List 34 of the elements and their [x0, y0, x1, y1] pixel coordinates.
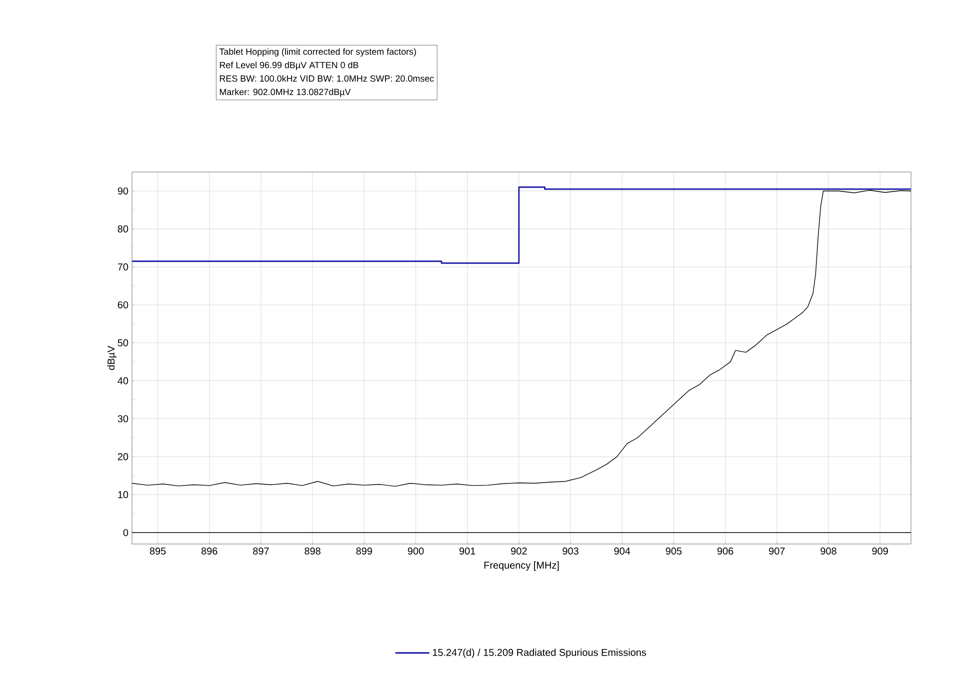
y-axis-title: dBµV [107, 346, 117, 370]
x-tick-label: 895 [150, 548, 166, 555]
legend-label: 15.247(d) / 15.209 Radiated Spurious Emissions [432, 648, 646, 658]
x-tick-label: 896 [202, 548, 218, 555]
line-series [132, 190, 912, 487]
text: Marker: 902.0MHz 13.0827dBµV [220, 88, 351, 97]
x-tick-label: 902 [511, 548, 527, 555]
line-series [132, 186, 912, 264]
x-tick-label: 901 [459, 548, 476, 555]
x-tick-label: 897 [253, 548, 269, 555]
text: RES BW: 100.0kHz VID BW: 1.0MHz SWP: 20.0msec [220, 75, 434, 82]
y-tick-label: 40 [118, 377, 128, 384]
y-tick-label: 60 [118, 301, 128, 308]
x-tick-label: 903 [562, 548, 578, 555]
y-tick-label: 70 [118, 263, 128, 270]
x-tick-label: 900 [408, 548, 424, 555]
x-tick-label: 909 [872, 548, 888, 555]
y-tick-label: 20 [118, 453, 128, 460]
y-tick-label: 30 [118, 415, 128, 422]
x-tick-label: 898 [304, 548, 320, 555]
x-tick-label: 905 [666, 548, 682, 555]
text: Ref Level 96.99 dBµV ATTEN 0 dB [220, 62, 358, 70]
y-tick-label: 90 [118, 187, 128, 194]
x-tick-label: 906 [717, 548, 734, 555]
x-tick-label: 907 [769, 548, 785, 555]
x-tick-label: 908 [820, 548, 836, 555]
y-tick-label: 80 [118, 225, 128, 232]
y-tick-label: 50 [118, 339, 128, 346]
y-tick-label: 10 [118, 491, 128, 498]
x-axis-title: Frequency [MHz] [484, 561, 559, 571]
y-tick-label: 0 [123, 529, 128, 536]
x-tick-label: 904 [614, 548, 630, 555]
x-tick-label: 899 [356, 548, 372, 555]
chart-title: Tablet Hopping (limit corrected for system factors) [219, 48, 416, 57]
